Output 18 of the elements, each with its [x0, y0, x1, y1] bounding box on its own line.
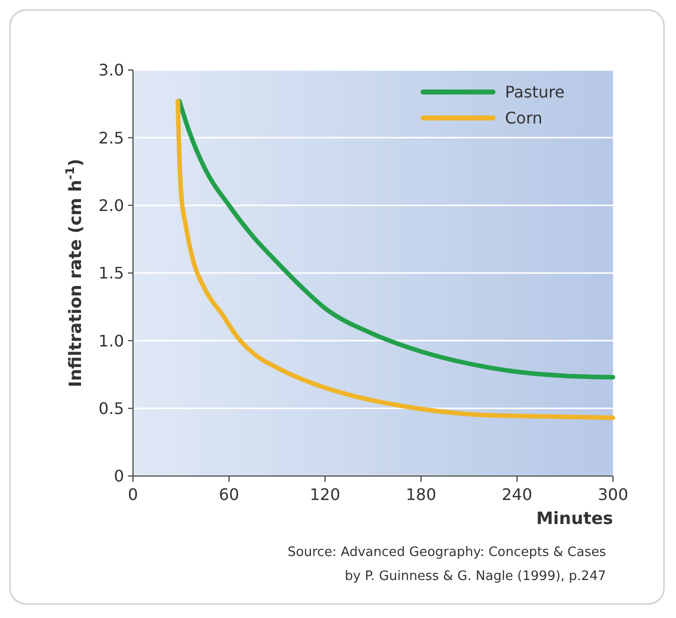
y-tick-label: 1.5: [98, 264, 124, 283]
x-tick-label: 300: [598, 485, 628, 504]
x-axis-title: Minutes: [536, 509, 613, 529]
text: by P. Guinness & G. Nagle (1999), p.247: [344, 569, 606, 584]
source-note: Source: Advanced Geography: Concepts & Cases: [288, 545, 606, 560]
x-tick-label: 0: [128, 485, 138, 504]
y-tick-label: 2.0: [98, 196, 124, 215]
y-tick-label: 0.5: [98, 398, 124, 418]
legend-label: Pasture: [505, 82, 565, 102]
y-tick-label: 1.0: [98, 331, 124, 350]
legend-label: Corn: [505, 108, 542, 128]
y-tick-label: 2.5: [98, 128, 124, 148]
x-tick-label: 60: [218, 485, 240, 504]
x-tick-label: 120: [310, 485, 340, 504]
y-tick-label: 0: [114, 466, 124, 486]
y-tick-label: 3.0: [98, 60, 124, 80]
x-tick-label: 180: [406, 485, 436, 504]
x-tick-label: 240: [502, 485, 532, 504]
